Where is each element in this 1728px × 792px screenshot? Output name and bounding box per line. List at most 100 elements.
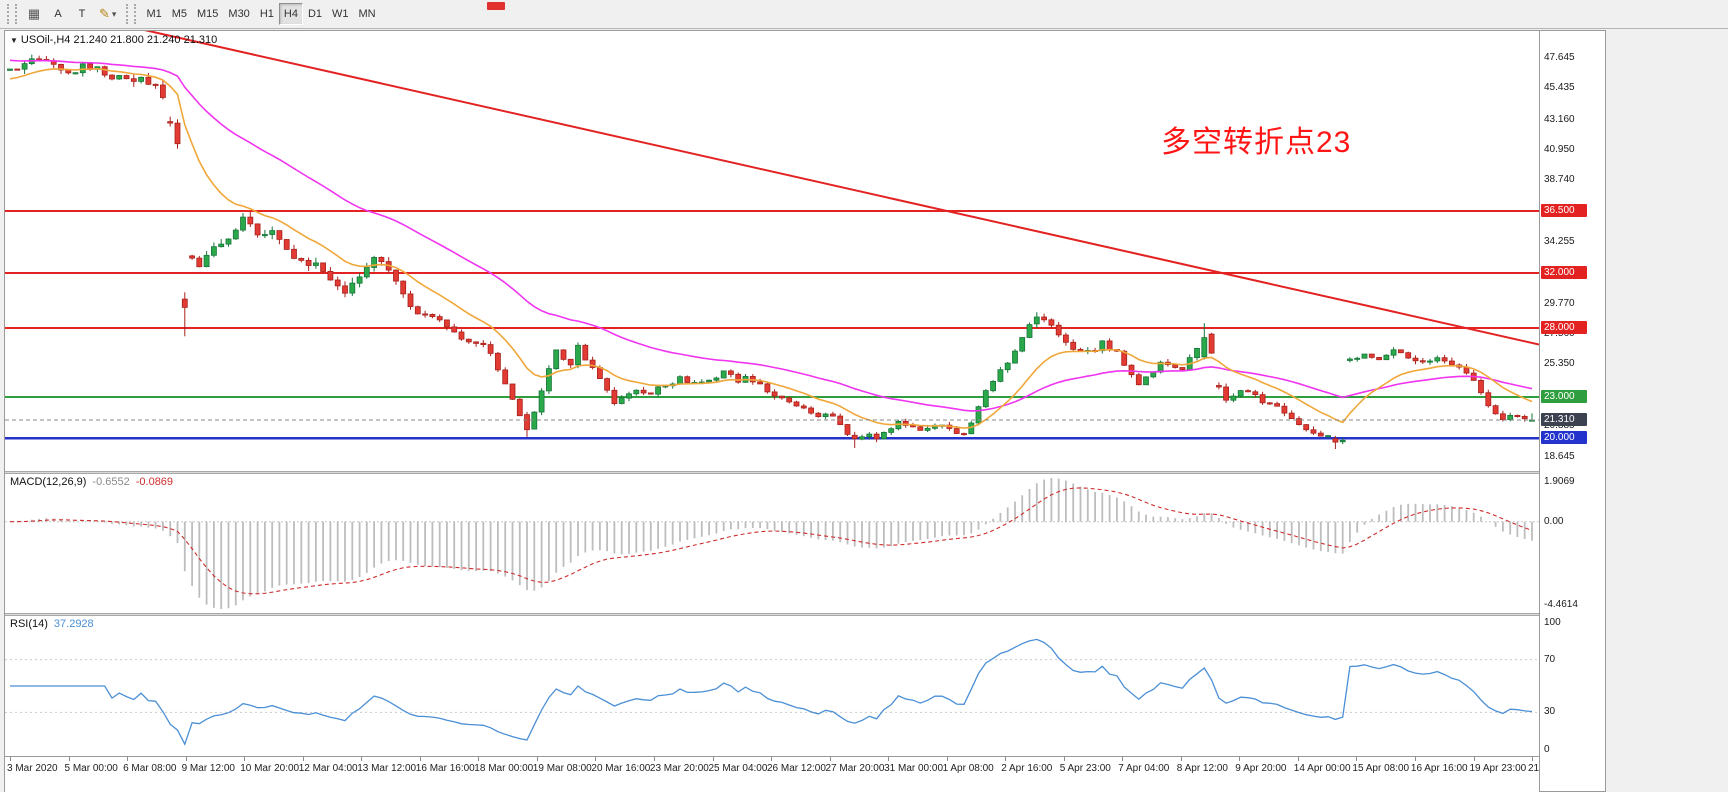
price-level-badge: 20.000 xyxy=(1541,431,1587,444)
time-axis-tick xyxy=(127,757,129,761)
time-axis-tick xyxy=(302,757,304,761)
macd-name: MACD(12,26,9) xyxy=(10,476,87,488)
timeframe-h1-button[interactable]: H1 xyxy=(259,8,274,20)
macd-chart[interactable] xyxy=(5,474,1539,613)
time-axis-label: 5 Mar 00:00 xyxy=(64,763,118,774)
time-axis-tick xyxy=(68,757,70,761)
rsi-name: RSI(14) xyxy=(10,618,48,630)
macd-axis-label: 0.00 xyxy=(1544,515,1564,527)
panel-splitter[interactable] xyxy=(5,613,1539,616)
time-axis-tick xyxy=(10,757,11,761)
rsi-chart[interactable] xyxy=(5,616,1539,756)
rsi-axis-label: 70 xyxy=(1544,653,1556,665)
candlestick-chart[interactable] xyxy=(5,31,1539,471)
time-axis-tick xyxy=(361,757,363,761)
time-axis-tick xyxy=(478,757,480,761)
time-axis-label: 8 Apr 12:00 xyxy=(1176,763,1228,774)
grid-button[interactable]: ▦ xyxy=(22,3,46,25)
time-axis-tick xyxy=(1473,757,1475,761)
time-axis-tick xyxy=(1414,757,1416,761)
price-axis-label: 18.645 xyxy=(1544,450,1575,462)
symbol-ohlc-label[interactable]: ▼ USOil-,H4 21.240 21.800 21.240 21.310 xyxy=(10,34,217,46)
timeframe-mn-button[interactable]: MN xyxy=(358,8,376,20)
time-axis-tick xyxy=(946,757,948,761)
draw-tool-button[interactable]: ✎ ▾ xyxy=(94,3,121,25)
rsi-axis-label: 0 xyxy=(1544,744,1550,755)
toolbar: ▦ A T ✎ ▾ M1 M5 M15 M30 H1 H4 D1 W1 MN xyxy=(0,0,1728,29)
chart-annotation-text[interactable]: 多空转折点23 xyxy=(1161,126,1352,159)
macd-axis-label: 1.9069 xyxy=(1544,476,1575,487)
toolbar-grip[interactable] xyxy=(126,4,137,24)
time-axis-label: 6 Mar 08:00 xyxy=(123,763,177,774)
price-level-badge: 28.000 xyxy=(1541,321,1587,334)
time-axis-label: 9 Apr 20:00 xyxy=(1235,763,1287,774)
main-chart-canvas[interactable]: ▼ USOil-,H4 21.240 21.800 21.240 21.310 多… xyxy=(5,31,1539,471)
chart-window: ▼ USOil-,H4 21.240 21.800 21.240 21.310 多… xyxy=(4,30,1606,792)
time-axis-label: 27 Mar 20:00 xyxy=(825,763,885,774)
time-axis-tick xyxy=(1297,757,1299,761)
price-level-badge: 23.000 xyxy=(1541,389,1587,403)
grid-icon: ▦ xyxy=(27,6,41,21)
time-axis-tick xyxy=(653,757,655,761)
time-axis-label: 3 Mar 2020 xyxy=(7,763,58,774)
time-axis-label: 7 Apr 04:00 xyxy=(1118,763,1170,774)
time-axis-tick xyxy=(771,757,772,761)
time-axis-tick xyxy=(185,757,187,761)
macd-label: MACD(12,26,9) -0.6552 -0.0869 xyxy=(10,476,173,488)
timeframe-m30-button[interactable]: M30 xyxy=(228,8,250,20)
time-axis-label: 19 Mar 08:00 xyxy=(532,763,592,774)
time-axis-label: 20 Mar 16:00 xyxy=(591,763,651,774)
time-axis-tick xyxy=(1239,757,1241,761)
time-axis-label: 14 Apr 00:00 xyxy=(1293,763,1351,774)
text-tool-button[interactable]: T xyxy=(78,8,86,20)
timeframe-m5-button[interactable]: M5 xyxy=(171,8,187,20)
time-axis-label: 25 Mar 04:00 xyxy=(708,763,768,774)
time-axis-label: 2 Apr 16:00 xyxy=(1001,763,1053,774)
timeframe-m1-button[interactable]: M1 xyxy=(146,8,162,20)
price-axis-label: 38.740 xyxy=(1544,174,1575,186)
timeframe-m15-button[interactable]: M15 xyxy=(197,8,219,20)
time-axis-label: 15 Apr 08:00 xyxy=(1352,763,1410,774)
time-axis-tick xyxy=(244,757,246,761)
red-marker xyxy=(487,2,505,10)
toolbar-grip[interactable] xyxy=(7,4,17,24)
rsi-panel-canvas[interactable]: RSI(14) 37.2928 xyxy=(5,616,1539,756)
chevron-down-icon: ▾ xyxy=(111,8,117,19)
time-axis-label: 12 Mar 04:00 xyxy=(298,763,358,774)
time-axis-tick xyxy=(1532,757,1533,761)
rsi-axis-label: 30 xyxy=(1544,706,1556,718)
current-price-badge: 21.310 xyxy=(1541,413,1587,426)
time-axis-tick xyxy=(1356,757,1358,761)
price-axis-label: 47.645 xyxy=(1544,51,1575,63)
time-axis-label: 26 Mar 12:00 xyxy=(767,763,826,774)
plot-column: ▼ USOil-,H4 21.240 21.800 21.240 21.310 多… xyxy=(5,31,1585,792)
time-axis-tick xyxy=(419,757,421,761)
price-axis-label: 29.770 xyxy=(1544,297,1575,309)
timeframe-h4-button[interactable]: H4 xyxy=(278,3,303,25)
time-axis-tick xyxy=(1122,757,1124,761)
panel-splitter[interactable] xyxy=(5,471,1539,474)
time-axis-tick xyxy=(829,757,831,761)
time-axis-label: 23 Mar 20:00 xyxy=(649,763,709,774)
time-axis-tick xyxy=(1063,757,1065,761)
time-axis-label: 19 Apr 23:00 xyxy=(1469,763,1527,774)
macd-panel-canvas[interactable]: MACD(12,26,9) -0.6552 -0.0869 xyxy=(5,474,1539,613)
dropdown-triangle-icon[interactable]: ▼ xyxy=(10,36,18,45)
time-axis-label: 16 Mar 16:00 xyxy=(415,763,475,774)
rsi-label: RSI(14) 37.2928 xyxy=(10,618,94,630)
time-axis-tick xyxy=(1180,757,1182,761)
label-tool-button[interactable]: A xyxy=(54,8,62,20)
macd-axis-label: -4.4614 xyxy=(1544,599,1578,610)
price-axis[interactable]: 47.645 45.435 43.160 40.950 38.740 34.255 29.7… xyxy=(1539,31,1604,791)
price-axis-label: 34.255 xyxy=(1544,236,1575,247)
timeframe-d1-button[interactable]: D1 xyxy=(307,8,322,20)
time-axis[interactable]: 3 Mar 2020 5 Mar 00:00 6 Mar 08:00 9 Mar 12… xyxy=(5,756,1585,792)
time-axis-label: 13 Mar 12:00 xyxy=(357,763,417,774)
pencil-icon: ✎ xyxy=(99,6,110,21)
time-axis-label: 10 Mar 20:00 xyxy=(240,763,300,774)
time-axis-label: 5 Apr 23:00 xyxy=(1059,763,1111,774)
macd-main-value: -0.6552 xyxy=(92,476,130,488)
time-axis-label: 18 Mar 00:00 xyxy=(474,763,534,774)
timeframe-w1-button[interactable]: W1 xyxy=(332,8,349,20)
